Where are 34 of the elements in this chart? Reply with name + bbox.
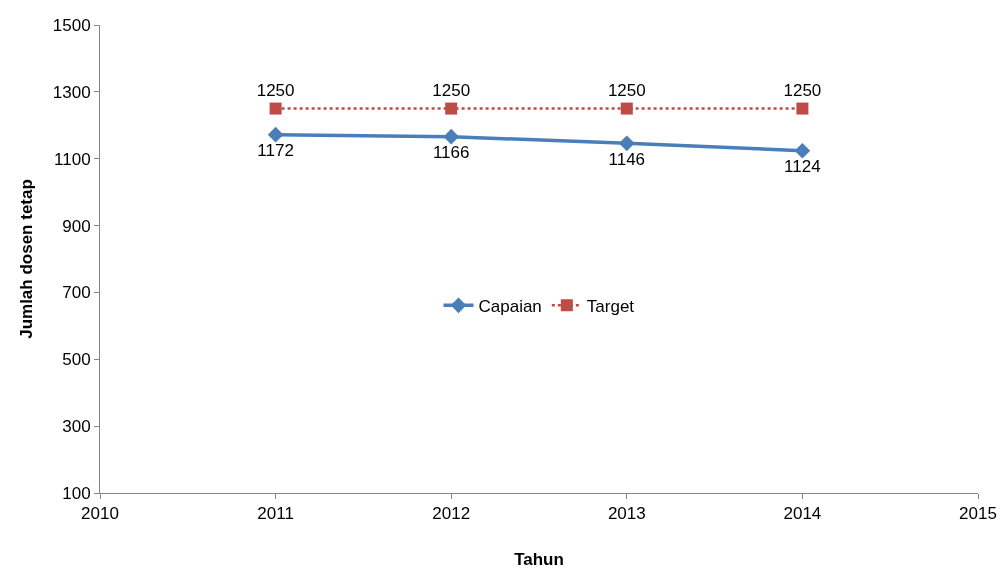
data-label: 1250 (432, 80, 471, 100)
y-tick-label: 1500 (52, 15, 91, 35)
data-label: 1250 (783, 80, 822, 100)
y-tick-label: 100 (62, 483, 91, 503)
x-tick-label: 2011 (257, 504, 294, 524)
y-tick-label: 700 (62, 283, 91, 303)
x-tick-label: 2015 (959, 504, 997, 524)
point (619, 135, 635, 152)
y-axis-title: Jumlah dosen tetap (17, 179, 37, 339)
point (794, 142, 811, 159)
legend-label: Capaian (478, 296, 542, 316)
data-label: 1250 (607, 80, 646, 100)
x-tick-label: 2014 (783, 504, 822, 524)
data-label: 1146 (608, 149, 646, 169)
x-axis-title: Tahun (514, 549, 564, 569)
point (445, 102, 458, 115)
y-tick-label: 500 (62, 350, 91, 370)
data-label: 1124 (784, 156, 821, 176)
y-tick-label: 900 (62, 216, 91, 236)
point (267, 126, 284, 143)
x-tick-label: 2013 (607, 504, 646, 524)
y-tick-label: 300 (62, 417, 91, 437)
data-label: 1172 (257, 140, 294, 160)
y-tick-label: 1100 (54, 149, 91, 169)
data-label: 1166 (432, 142, 470, 162)
point (443, 128, 459, 145)
point (620, 102, 633, 115)
y-tick-label: 1300 (52, 82, 91, 102)
point (269, 102, 282, 115)
legend-label: Target (586, 296, 635, 316)
point (796, 102, 809, 115)
x-tick-label: 2012 (432, 504, 471, 524)
x-tick-label: 2010 (81, 504, 119, 524)
data-label: 1250 (256, 80, 295, 100)
